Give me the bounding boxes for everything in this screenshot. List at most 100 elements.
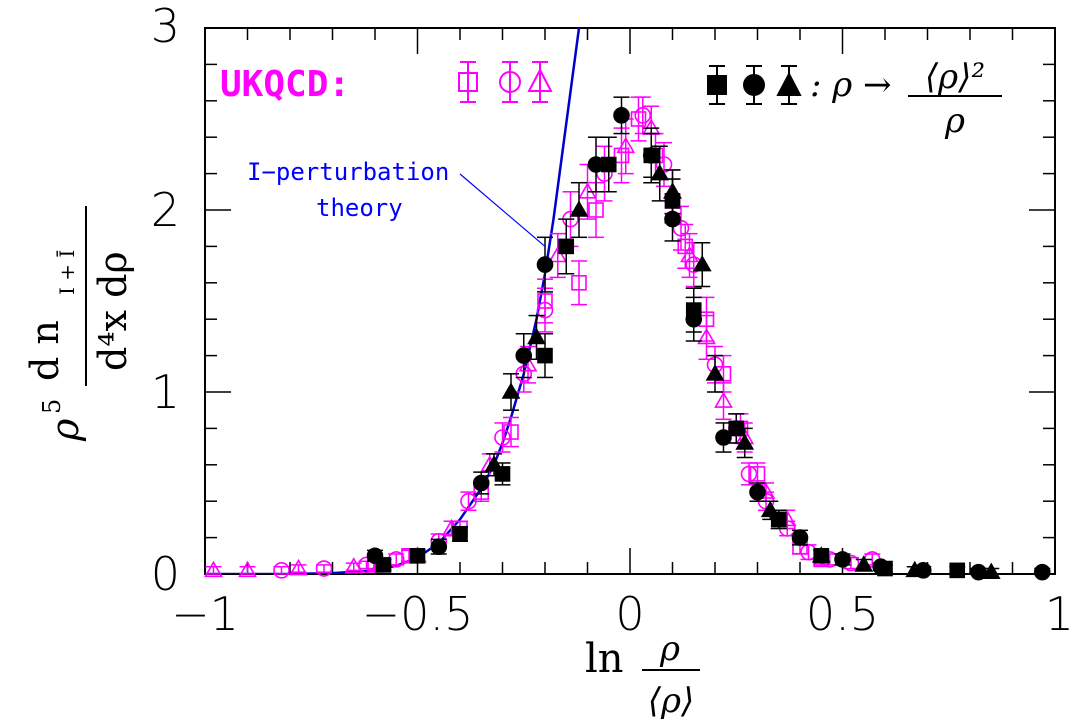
data-point	[872, 558, 890, 576]
point-circle	[634, 107, 652, 124]
point-circle	[715, 429, 732, 446]
y-axis-label-subscript: I + Ī	[55, 250, 79, 295]
point-circle	[536, 301, 554, 319]
annotation-line1: I−perturbation	[247, 158, 449, 186]
data-point	[650, 145, 670, 202]
data-point	[204, 560, 223, 578]
series-triangle-filled	[484, 145, 1001, 579]
data-point	[494, 422, 511, 453]
point-square	[571, 274, 587, 291]
data-point	[981, 562, 1001, 579]
point-square	[588, 202, 604, 218]
axis-tick-labels: −1 −0.5 0 0.5 1 0 1 2 3	[151, 0, 1074, 641]
y-tick-label: 3	[151, 0, 180, 53]
point-triangle	[735, 433, 755, 450]
point-triangle	[569, 200, 589, 217]
x-axis-label-numerator: ρ	[659, 629, 680, 669]
data-point	[472, 471, 490, 495]
data-point	[854, 555, 874, 572]
data-point	[484, 453, 504, 477]
point-circle	[315, 560, 333, 577]
plot-frame	[204, 27, 1056, 575]
data-point	[705, 354, 725, 393]
point-triangle	[760, 500, 780, 518]
legend-rho-denominator: ρ	[944, 101, 965, 141]
data-point	[714, 382, 733, 421]
point-triangle	[548, 245, 568, 263]
point-square	[558, 238, 575, 255]
point-square	[409, 547, 426, 564]
point-triangle	[484, 455, 504, 472]
data-point	[692, 242, 712, 288]
point-circle	[472, 474, 490, 492]
point-circle	[791, 529, 809, 546]
data-point	[811, 546, 831, 563]
point-square	[949, 562, 966, 579]
point-triangle	[663, 182, 682, 199]
point-circle	[587, 156, 605, 173]
legend-ukqcd-label: UKQCD:	[220, 64, 350, 105]
x-axis-label-denominator: ⟨ρ⟩	[648, 681, 695, 721]
point-circle	[366, 547, 384, 565]
data-point	[527, 314, 546, 360]
point-circle	[613, 107, 630, 124]
x-tick-label: 0.5	[806, 587, 879, 641]
data-point	[715, 422, 732, 453]
point-circle	[685, 310, 703, 328]
y-axis-label-power: 5	[38, 399, 66, 414]
data-point	[344, 557, 364, 574]
y-tick-label: 0	[151, 547, 180, 601]
data-point	[685, 296, 703, 342]
data-point	[587, 136, 605, 193]
data-point	[558, 218, 575, 275]
data-point	[273, 562, 290, 579]
point-circle	[358, 556, 375, 574]
point-square	[749, 466, 766, 482]
legend-ukqcd-square-icon	[458, 61, 478, 103]
legend-rho-square-icon	[707, 65, 727, 105]
x-tick-label: −1	[171, 587, 239, 641]
y-tick-label: 1	[151, 365, 180, 419]
annotation-pointer-line	[459, 173, 546, 247]
data-point	[409, 547, 426, 564]
data-point	[760, 500, 780, 521]
data-point	[571, 260, 587, 306]
data-point	[315, 560, 333, 577]
data-point	[613, 96, 630, 135]
data-point	[663, 169, 682, 215]
data-point	[430, 538, 448, 556]
point-triangle	[527, 327, 546, 345]
data-point	[791, 529, 809, 546]
point-circle	[740, 465, 758, 483]
data-point	[680, 232, 699, 279]
data-point	[613, 127, 630, 184]
point-square	[537, 347, 553, 364]
data-point	[238, 560, 257, 578]
point-triangle	[981, 562, 1001, 579]
y-axis-label-denominator: d⁴x dρ	[91, 251, 135, 371]
data-point	[452, 525, 468, 542]
point-circle	[494, 429, 511, 446]
perturbation-annotation: I−perturbation theory	[247, 158, 546, 247]
data-point	[905, 560, 925, 578]
x-tick-label: 1	[1045, 587, 1074, 641]
data-point	[460, 491, 477, 512]
legend-rho-label: : ρ →	[810, 65, 892, 105]
x-axis-label: ln ρ ⟨ρ⟩	[585, 629, 700, 721]
legend-ukqcd-triangle-icon	[527, 61, 553, 103]
x-tick-label: −0.5	[362, 587, 474, 641]
data-point	[949, 562, 966, 579]
data-point	[735, 427, 755, 459]
point-triangle	[714, 391, 733, 408]
data-point	[366, 547, 384, 565]
annotation-line2: theory	[316, 194, 403, 222]
point-square	[613, 147, 630, 164]
point-triangle	[616, 136, 636, 154]
point-triangle	[692, 254, 712, 272]
data-point	[616, 118, 636, 175]
data-point	[569, 181, 589, 239]
y-axis-label-numerator: d n	[23, 320, 67, 381]
y-tick-label: 2	[151, 183, 180, 237]
data-point	[515, 333, 533, 379]
